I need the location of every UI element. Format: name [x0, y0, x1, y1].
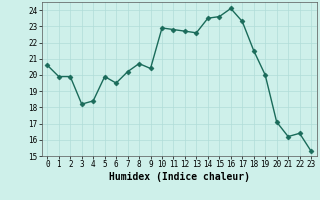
X-axis label: Humidex (Indice chaleur): Humidex (Indice chaleur): [109, 172, 250, 182]
